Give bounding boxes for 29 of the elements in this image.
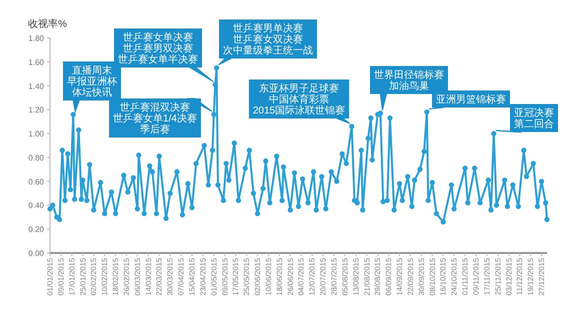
y-tick-label: 1.60 xyxy=(28,58,45,67)
annotation: 东亚杯男子足球赛 xyxy=(259,82,339,94)
y-tick-label: 0.60 xyxy=(28,177,45,186)
annotation: 世乒赛女单1/4决赛 xyxy=(113,112,197,124)
y-tick-label: 1.80 xyxy=(28,34,45,43)
annotation: 世界田径锦标赛 xyxy=(374,69,444,81)
annotation: 次中量级拳王统一战 xyxy=(223,44,313,56)
annotation: 亚冠决赛 xyxy=(514,107,554,119)
y-tick-label: 1.40 xyxy=(28,82,45,91)
y-tick-label: 0.80 xyxy=(28,153,45,162)
annotation: 世乒赛女双决赛 xyxy=(233,34,303,46)
y-tick-label: 0.20 xyxy=(28,225,45,234)
y-tick-label: 1.20 xyxy=(28,106,45,115)
annotation: 中国体育彩票 xyxy=(269,94,329,106)
y-tick-label: 1.00 xyxy=(28,130,45,139)
y-tick-label: 0.40 xyxy=(28,201,45,210)
annotation: 世乒赛女单半决赛 xyxy=(118,54,198,66)
annotation: 世乒赛女单决赛 xyxy=(123,32,193,44)
y-axis-title: 收视率% xyxy=(28,18,67,30)
annotation: 亚洲男篮锦标赛 xyxy=(436,94,506,106)
annotation: 体坛快讯 xyxy=(72,86,112,98)
annotation: 世乒赛混双决赛 xyxy=(120,102,190,114)
annotation: 加油鸟巢 xyxy=(389,80,429,92)
annotation: 季后赛 xyxy=(140,124,170,136)
annotation: 世乒赛男双决赛 xyxy=(123,42,193,54)
annotation: 2015国际泳联世锦赛 xyxy=(252,104,346,116)
annotation: 直播周末 xyxy=(72,64,112,76)
annotation: 第二回合 xyxy=(514,118,554,130)
y-tick-label: 0.00 xyxy=(28,249,45,258)
